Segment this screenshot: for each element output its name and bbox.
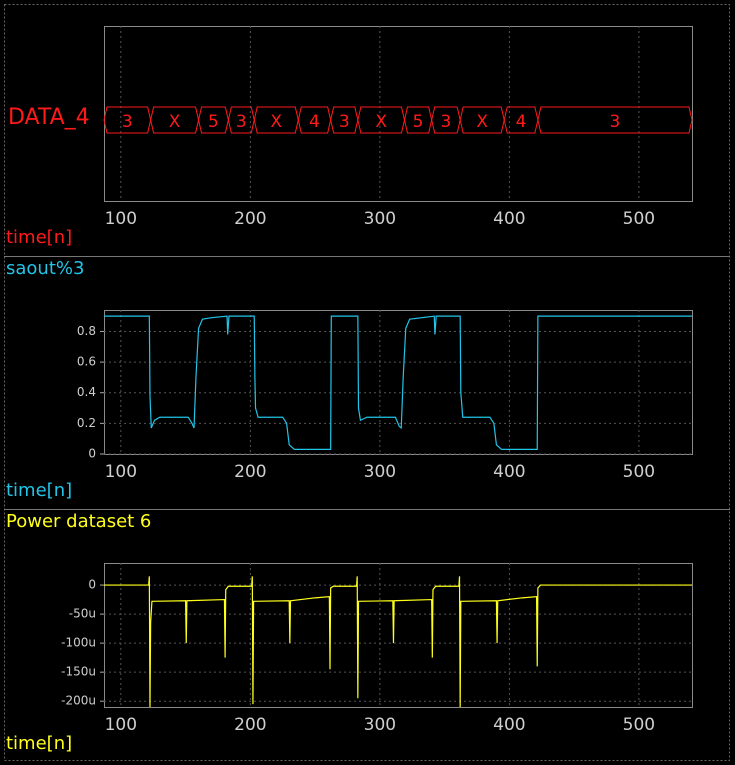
y-tick-label: 0.8 [77, 324, 96, 338]
bus-value: X [476, 112, 488, 132]
x-tick-label: 500 [623, 462, 655, 482]
bus-value: 3 [441, 112, 452, 132]
bus-value: 5 [413, 112, 424, 132]
bus-value: 3 [339, 112, 350, 132]
x-tick-label: 500 [623, 209, 655, 229]
panel-title: saout%3 [6, 258, 84, 279]
y-tick-label: 0 [88, 447, 96, 461]
y-tick-label: 0.6 [77, 355, 96, 369]
bus-value: X [270, 112, 282, 132]
y-tick-label: -100u [61, 636, 96, 650]
plot-area [104, 563, 693, 708]
y-tick-label: -150u [61, 665, 96, 679]
plot-area [104, 310, 693, 455]
y-tick-label: 0 [88, 578, 96, 592]
x-tick-label: 400 [493, 209, 525, 229]
bus-value: X [169, 112, 181, 132]
bus-value: 5 [208, 112, 219, 132]
frame [4, 4, 730, 761]
x-tick-label: 100 [105, 462, 137, 482]
bus-value: X [375, 112, 387, 132]
signal-line [104, 315, 692, 450]
signal-name: DATA_4 [8, 105, 90, 130]
x-axis-label: time[n] [6, 227, 72, 248]
x-tick-label: 300 [364, 715, 396, 735]
x-tick-label: 200 [234, 209, 266, 229]
bus-segment [537, 106, 693, 134]
x-tick-label: 300 [364, 462, 396, 482]
x-tick-label: 100 [105, 209, 137, 229]
panel-title: Power dataset 6 [6, 511, 151, 532]
x-tick-label: 400 [493, 715, 525, 735]
bus-value: 3 [236, 112, 247, 132]
x-tick-label: 100 [105, 715, 137, 735]
signal-line [104, 576, 692, 708]
bus-value: 3 [122, 112, 133, 132]
y-tick-label: -200u [61, 694, 96, 708]
x-tick-label: 500 [623, 715, 655, 735]
x-tick-label: 400 [493, 462, 525, 482]
x-axis-label: time[n] [6, 480, 72, 501]
x-tick-label: 300 [364, 209, 396, 229]
x-tick-label: 200 [234, 462, 266, 482]
bus-value: 4 [516, 112, 527, 132]
plot-area [104, 26, 693, 202]
bus-value: 3 [610, 112, 621, 132]
y-tick-label: 0.4 [77, 385, 96, 399]
x-axis-label: time[n] [6, 733, 72, 754]
x-tick-label: 200 [234, 715, 266, 735]
y-tick-label: 0.2 [77, 416, 96, 430]
bus-value: 4 [309, 112, 320, 132]
y-tick-label: -50u [69, 607, 96, 621]
